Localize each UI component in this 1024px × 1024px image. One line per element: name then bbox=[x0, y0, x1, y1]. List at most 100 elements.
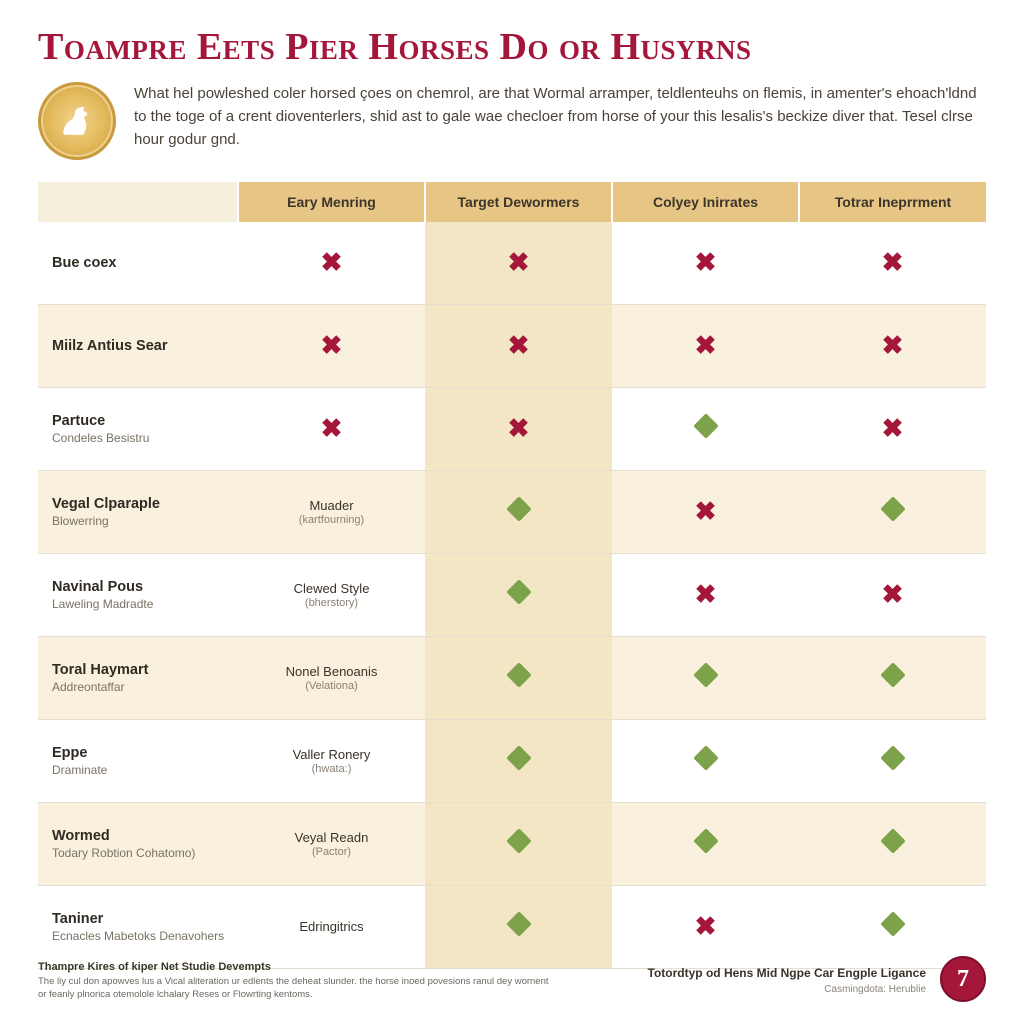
table-cell bbox=[799, 636, 986, 719]
row-label: Toral HaymartAddreontaffar bbox=[38, 636, 238, 719]
table-row: Toral HaymartAddreontaffarNonel Benoanis… bbox=[38, 636, 986, 719]
cell-text: Veyal Readn bbox=[238, 830, 425, 846]
diamond-icon bbox=[880, 746, 905, 771]
diamond-icon bbox=[506, 663, 531, 688]
table-cell: ✖ bbox=[425, 387, 612, 470]
table-header-blank bbox=[38, 182, 238, 222]
diamond-icon bbox=[693, 829, 718, 854]
horse-seal-icon bbox=[38, 82, 116, 160]
cross-icon: ✖ bbox=[882, 581, 904, 607]
diamond-icon bbox=[506, 580, 531, 605]
row-label: Navinal PousLaweling Madradte bbox=[38, 553, 238, 636]
row-label: EppeDraminate bbox=[38, 719, 238, 802]
table-cell: ✖ bbox=[612, 222, 799, 305]
cross-icon: ✖ bbox=[508, 249, 530, 275]
diamond-icon bbox=[506, 829, 531, 854]
cross-icon: ✖ bbox=[695, 249, 717, 275]
row-label-title: Bue coex bbox=[52, 255, 228, 272]
table-cell: ✖ bbox=[612, 470, 799, 553]
table-row: EppeDraminateValler Ronery(hwata:) bbox=[38, 719, 986, 802]
diamond-icon bbox=[880, 912, 905, 937]
table-cell: ✖ bbox=[799, 387, 986, 470]
table-cell: Clewed Style(bherstory) bbox=[238, 553, 425, 636]
page-footer: Thampre Kires of kiper Net Studie Devemp… bbox=[38, 956, 986, 1002]
table-header-col: Colyey Inirrates bbox=[612, 182, 799, 222]
table-row: Bue coex✖✖✖✖ bbox=[38, 222, 986, 305]
row-label-title: Eppe bbox=[52, 745, 228, 762]
table-header-col: Target Dewormers bbox=[425, 182, 612, 222]
cell-subtext: (Pactor) bbox=[238, 846, 425, 858]
cross-icon: ✖ bbox=[695, 581, 717, 607]
row-label: PartuceCondeles Besistru bbox=[38, 387, 238, 470]
page-number-badge: 7 bbox=[940, 956, 986, 1002]
row-label-title: Miilz Antius Sear bbox=[52, 338, 228, 355]
row-label-title: Partuce bbox=[52, 413, 228, 430]
footer-left: Thampre Kires of kiper Net Studie Devemp… bbox=[38, 961, 558, 1002]
footer-right-title: Totordtyp od Hens Mid Ngpe Car Engple Li… bbox=[648, 966, 926, 980]
diamond-icon bbox=[880, 663, 905, 688]
table-cell: ✖ bbox=[238, 387, 425, 470]
cross-icon: ✖ bbox=[882, 249, 904, 275]
table-cell: Veyal Readn(Pactor) bbox=[238, 802, 425, 885]
table-cell bbox=[612, 719, 799, 802]
table-cell: ✖ bbox=[799, 553, 986, 636]
table-cell bbox=[425, 470, 612, 553]
row-label-sub: Todary Robtion Cohatomo) bbox=[52, 846, 228, 860]
table-cell bbox=[612, 802, 799, 885]
row-label-title: Toral Haymart bbox=[52, 662, 228, 679]
row-label-sub: Ecnacles Mabetoks Denavohers bbox=[52, 929, 228, 943]
table-cell: Valler Ronery(hwata:) bbox=[238, 719, 425, 802]
row-label: Bue coex bbox=[38, 222, 238, 305]
cross-icon: ✖ bbox=[695, 498, 717, 524]
cross-icon: ✖ bbox=[321, 332, 343, 358]
table-cell: Nonel Benoanis(Velationa) bbox=[238, 636, 425, 719]
row-label-title: Wormed bbox=[52, 828, 228, 845]
table-cell bbox=[425, 553, 612, 636]
cell-subtext: (kartfourning) bbox=[238, 514, 425, 526]
row-label-title: Navinal Pous bbox=[52, 579, 228, 596]
table-cell: ✖ bbox=[799, 222, 986, 305]
row-label-sub: Blowerring bbox=[52, 514, 228, 528]
footer-right-sub: Casmingdota: Herublie bbox=[648, 984, 926, 995]
row-label: WormedTodary Robtion Cohatomo) bbox=[38, 802, 238, 885]
diamond-icon bbox=[506, 912, 531, 937]
cell-text: Nonel Benoanis bbox=[238, 664, 425, 680]
table-cell bbox=[799, 719, 986, 802]
cell-text: Edringitrics bbox=[238, 919, 425, 935]
diamond-icon bbox=[693, 746, 718, 771]
table-row: Vegal ClparapleBlowerringMuader(kartfour… bbox=[38, 470, 986, 553]
table-cell bbox=[612, 387, 799, 470]
table-row: Navinal PousLaweling MadradteClewed Styl… bbox=[38, 553, 986, 636]
cross-icon: ✖ bbox=[882, 415, 904, 441]
diamond-icon bbox=[693, 414, 718, 439]
page-title: Toampre Eets Pier Horses Do or Husyrns bbox=[38, 28, 986, 68]
row-label: Vegal ClparapleBlowerring bbox=[38, 470, 238, 553]
table-cell bbox=[799, 802, 986, 885]
table-cell: ✖ bbox=[425, 222, 612, 305]
cell-text: Valler Ronery bbox=[238, 747, 425, 763]
table-row: PartuceCondeles Besistru✖✖✖ bbox=[38, 387, 986, 470]
diamond-icon bbox=[880, 829, 905, 854]
cross-icon: ✖ bbox=[508, 415, 530, 441]
cell-text: Muader bbox=[238, 498, 425, 514]
row-label-sub: Draminate bbox=[52, 763, 228, 777]
intro-row: What hel powleshed coler horsed çoes on … bbox=[38, 82, 986, 160]
footer-left-body: The liy cul don apowves lus a Vical alit… bbox=[38, 976, 558, 1002]
cross-icon: ✖ bbox=[695, 332, 717, 358]
row-label-sub: Addreontaffar bbox=[52, 680, 228, 694]
table-cell: ✖ bbox=[612, 304, 799, 387]
diamond-icon bbox=[693, 663, 718, 688]
row-label-sub: Laweling Madradte bbox=[52, 597, 228, 611]
table-body: Bue coex✖✖✖✖Miilz Antius Sear✖✖✖✖Partuce… bbox=[38, 222, 986, 969]
cell-subtext: (bherstory) bbox=[238, 597, 425, 609]
diamond-icon bbox=[506, 746, 531, 771]
table-cell bbox=[799, 470, 986, 553]
row-label-title: Taniner bbox=[52, 911, 228, 928]
table-cell: ✖ bbox=[612, 553, 799, 636]
comparison-table: Eary Menring Target Dewormers Colyey Ini… bbox=[38, 182, 986, 969]
row-label-sub: Condeles Besistru bbox=[52, 431, 228, 445]
table-cell: Muader(kartfourning) bbox=[238, 470, 425, 553]
cross-icon: ✖ bbox=[508, 332, 530, 358]
footer-right: Totordtyp od Hens Mid Ngpe Car Engple Li… bbox=[648, 956, 986, 1002]
table-header-col: Eary Menring bbox=[238, 182, 425, 222]
